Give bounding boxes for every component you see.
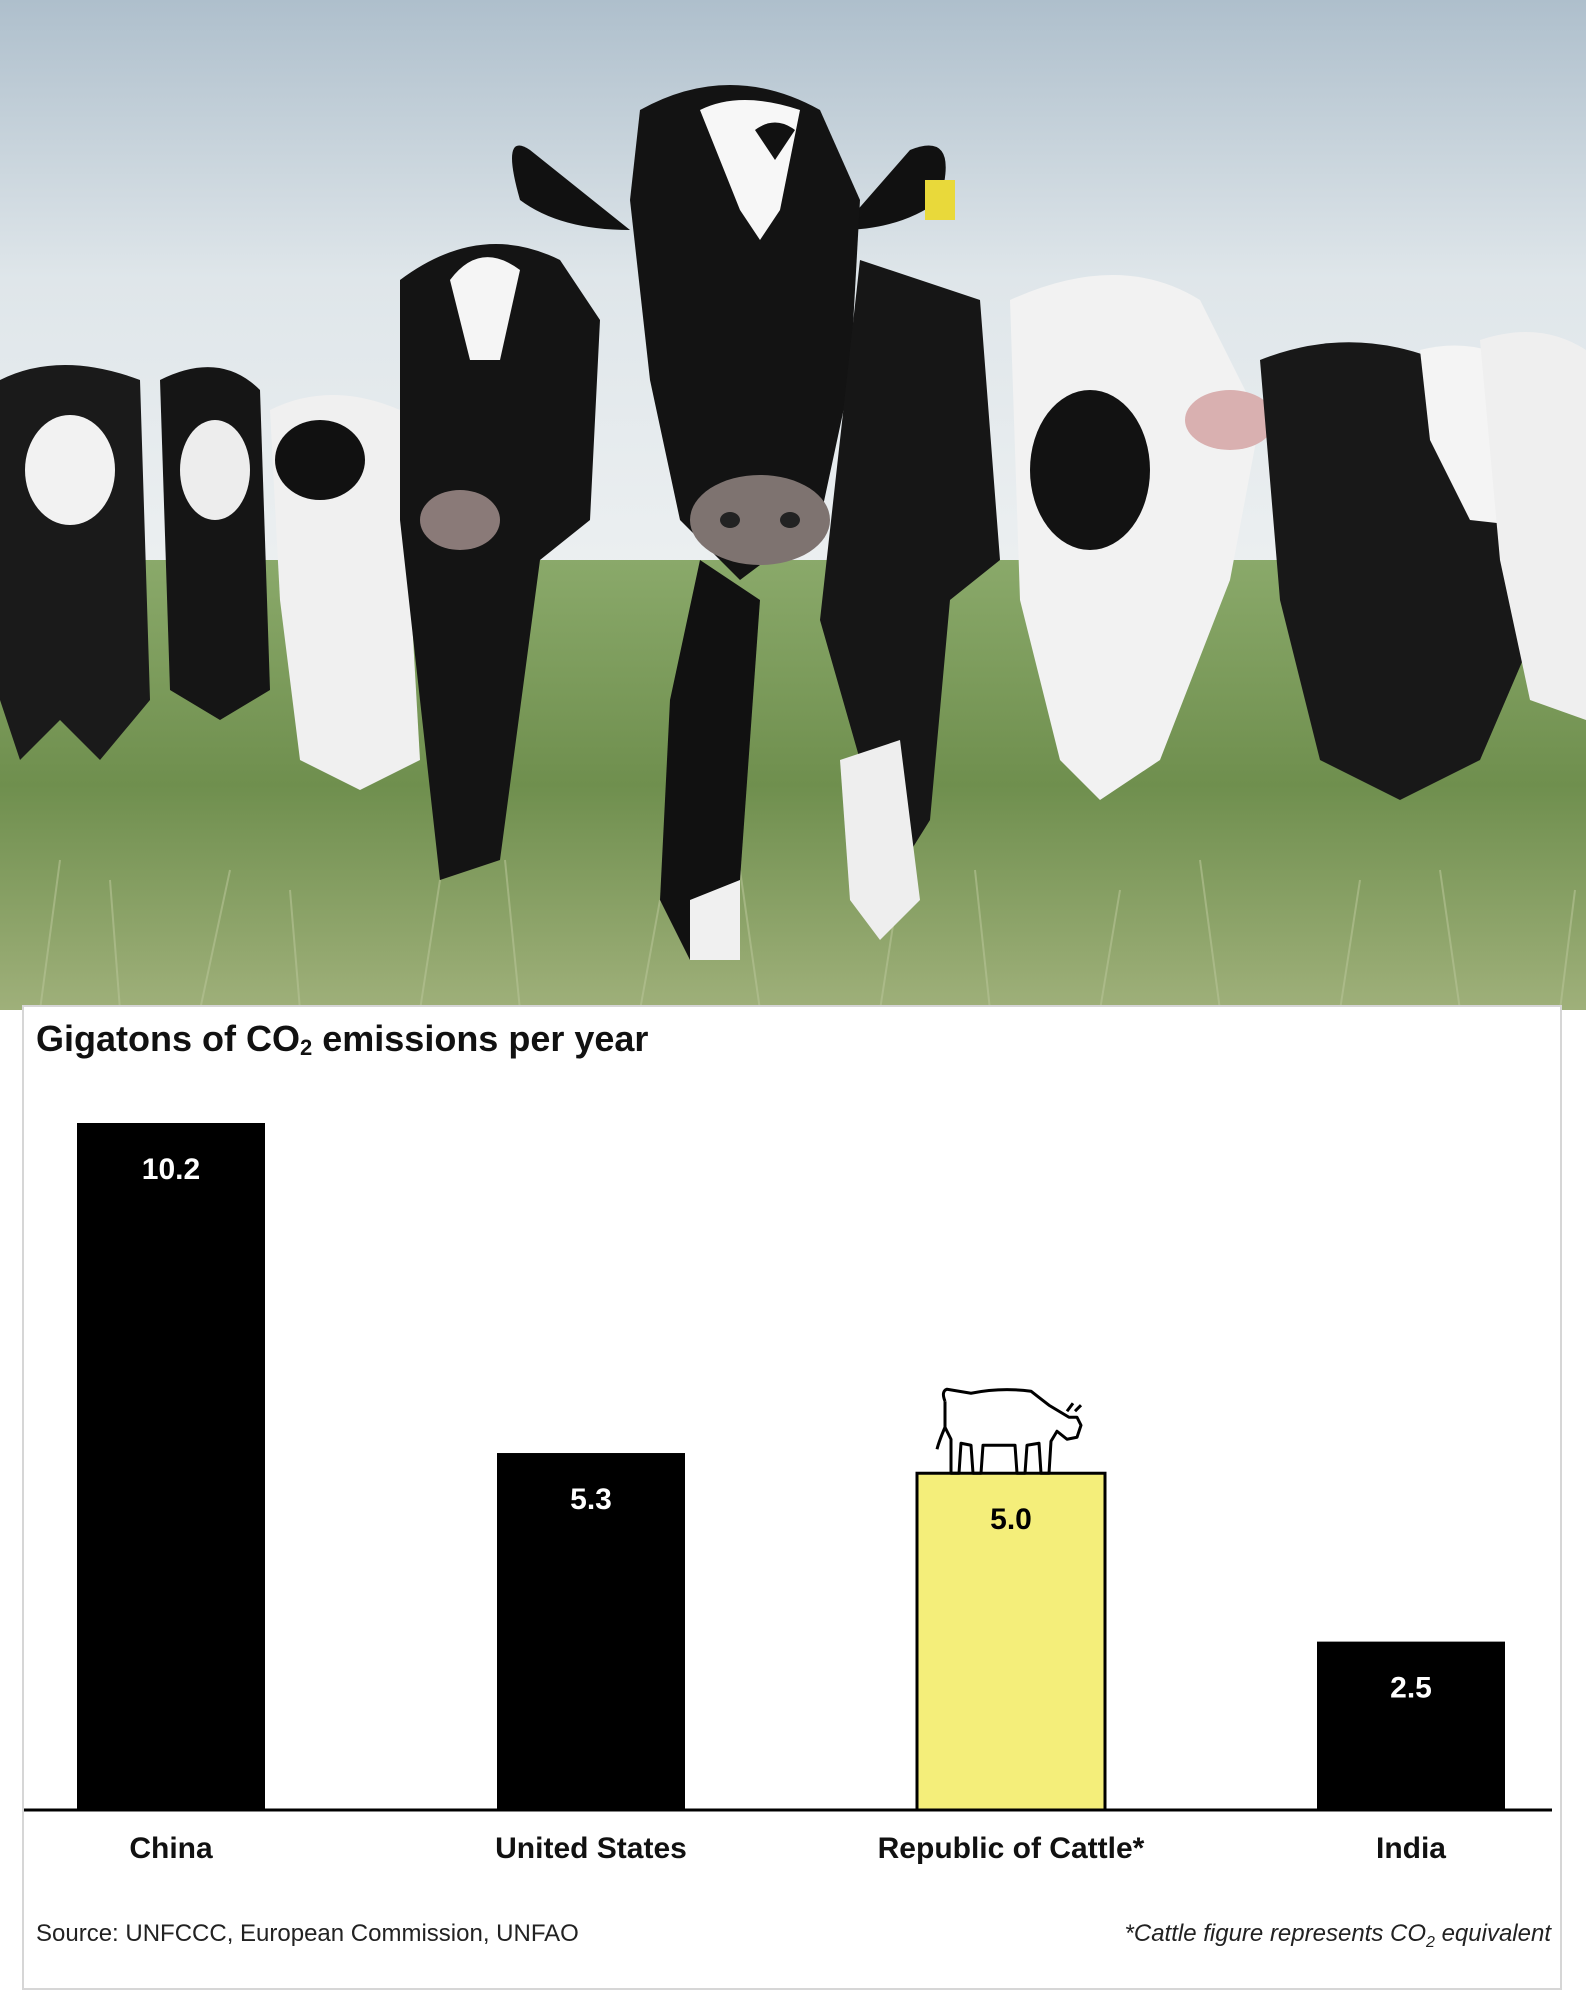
value-label: 2.5 bbox=[1390, 1672, 1432, 1705]
category-label: India bbox=[1376, 1832, 1446, 1865]
bar-republic-of-cattle bbox=[915, 1471, 1107, 1812]
bar-united-states bbox=[497, 1453, 685, 1810]
bar-india bbox=[1317, 1641, 1505, 1810]
category-label: Republic of Cattle* bbox=[878, 1832, 1145, 1865]
cow-icon bbox=[935, 1387, 1083, 1475]
chart-title: Gigatons of CO2 emissions per year bbox=[36, 1018, 649, 1060]
value-label: 5.3 bbox=[570, 1483, 612, 1516]
bar-china bbox=[77, 1123, 265, 1810]
category-label: United States bbox=[495, 1832, 687, 1865]
chart-panel bbox=[22, 1005, 1562, 1990]
background-cows bbox=[0, 244, 1586, 880]
central-cow bbox=[512, 85, 1000, 960]
cattle-herd-photo bbox=[0, 0, 1586, 1010]
value-label: 10.2 bbox=[142, 1153, 200, 1186]
value-label: 5.0 bbox=[990, 1503, 1032, 1536]
cattle-footnote: *Cattle figure represents CO2 equivalent bbox=[1124, 1920, 1551, 1951]
source-note: Source: UNFCCC, European Commission, UNF… bbox=[36, 1920, 579, 1947]
category-label: China bbox=[129, 1832, 213, 1865]
grass-blades bbox=[39, 859, 1576, 1010]
